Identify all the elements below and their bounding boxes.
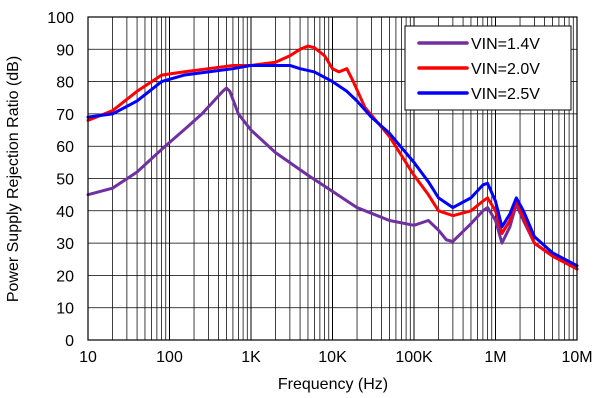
- x-tick-label: 10K: [318, 349, 347, 366]
- y-axis-label: Power Supply Rejection Ratio (dB): [5, 56, 22, 302]
- axis-layer: 10 100 1K 10K 100K 1M 10M 0 10 20 30 40 50 60 70 80 90 10…: [47, 10, 592, 366]
- y-tick-label: 0: [65, 333, 74, 350]
- legend-label-2: VIN=2.0V: [471, 61, 540, 78]
- x-tick-label: 100: [156, 349, 183, 366]
- legend-label-1: VIN=1.4V: [471, 36, 540, 53]
- y-tick-label: 100: [47, 10, 74, 27]
- y-tick-label: 80: [56, 75, 74, 92]
- x-tick-label: 10: [79, 349, 97, 366]
- legend: VIN=1.4V VIN=2.0V VIN=2.5V: [404, 25, 572, 111]
- series-line-2: [86, 44, 579, 271]
- series-line-1: [86, 86, 579, 271]
- y-tick-label: 30: [56, 236, 74, 253]
- y-tick-label: 90: [56, 42, 74, 59]
- y-tick-label: 70: [56, 107, 74, 124]
- x-tick-label: 1M: [484, 349, 506, 366]
- x-tick-label: 100K: [395, 349, 433, 366]
- series-layer: [86, 44, 579, 271]
- x-tick-label: 1K: [241, 349, 261, 366]
- y-tick-label: 60: [56, 139, 74, 156]
- series-line-3: [86, 63, 579, 268]
- x-axis-label: Frequency (Hz): [278, 376, 388, 393]
- y-tick-label: 40: [56, 204, 74, 221]
- y-tick-label: 50: [56, 172, 74, 189]
- legend-label-3: VIN=2.5V: [471, 86, 540, 103]
- y-tick-label: 10: [56, 301, 74, 318]
- y-tick-label: 20: [56, 268, 74, 285]
- x-tick-label: 10M: [561, 349, 592, 366]
- plot-frame: [87, 16, 578, 341]
